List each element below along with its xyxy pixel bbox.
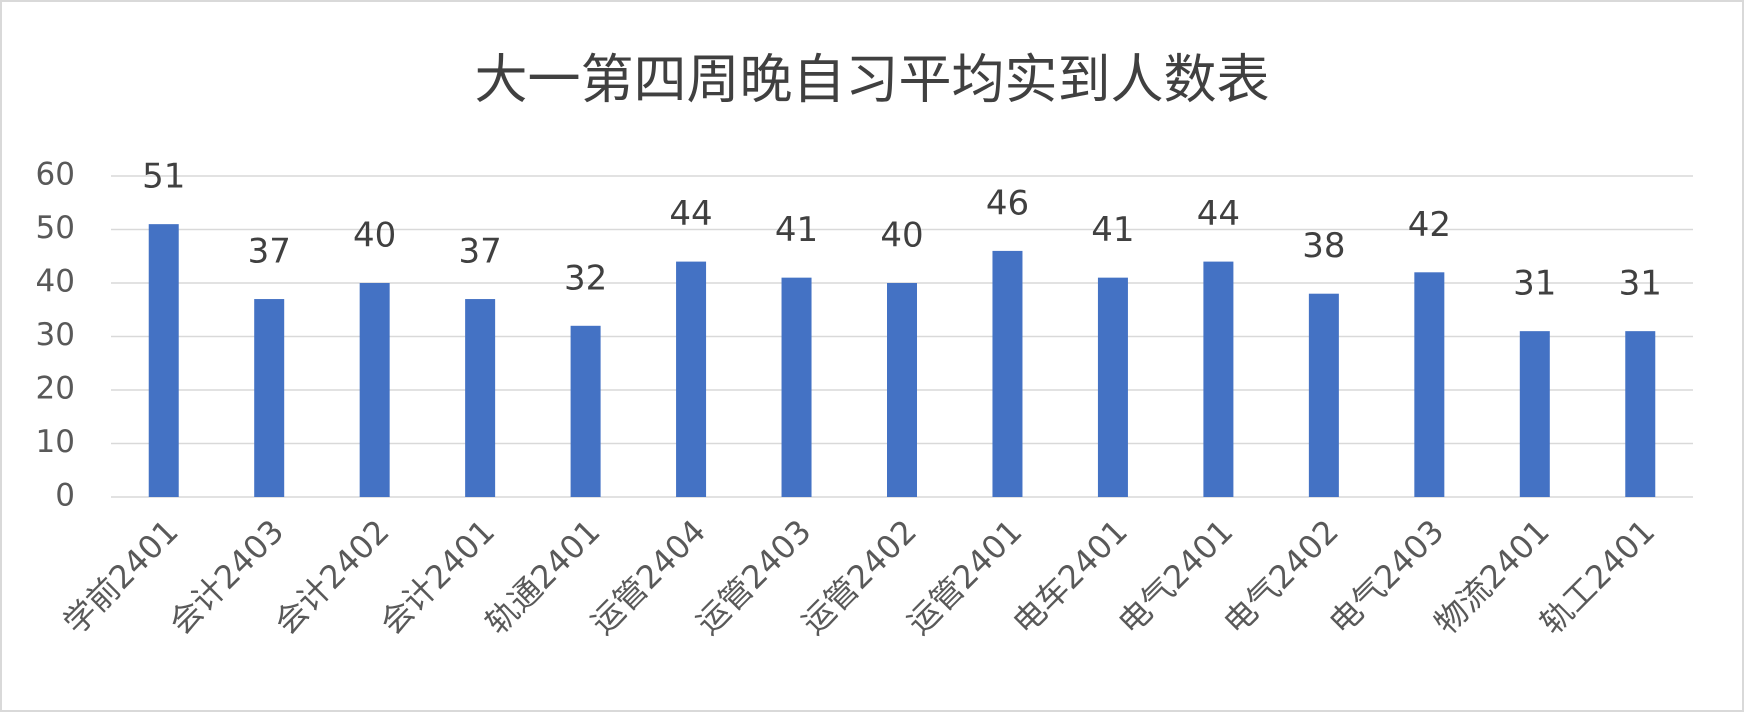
- bar: [148, 224, 179, 497]
- y-tick-label: 30: [36, 317, 75, 353]
- data-label: 31: [1513, 264, 1556, 304]
- data-label: 38: [1302, 226, 1345, 266]
- bar: [1414, 272, 1445, 497]
- bar: [570, 325, 601, 497]
- bar: [781, 277, 812, 497]
- data-label: 46: [986, 183, 1029, 223]
- data-label: 51: [142, 157, 185, 197]
- data-label: 37: [248, 232, 291, 272]
- y-tick-label: 10: [36, 424, 75, 460]
- data-label: 32: [564, 258, 607, 298]
- y-tick-label: 60: [36, 157, 75, 193]
- y-tick-label: 0: [55, 478, 75, 514]
- chart-title: 大一第四周晚自习平均实到人数表: [475, 50, 1270, 111]
- bar: [887, 283, 917, 497]
- data-label: 37: [459, 232, 502, 272]
- bar: [465, 299, 496, 497]
- data-label: 41: [775, 210, 818, 250]
- y-tick-label: 20: [36, 371, 75, 407]
- bar: [992, 250, 1023, 497]
- bar: [1519, 331, 1550, 497]
- y-tick-label: 40: [36, 264, 75, 300]
- bar: [1203, 261, 1234, 497]
- data-label: 31: [1619, 264, 1662, 304]
- bar: [1308, 293, 1339, 497]
- bar: [1097, 277, 1128, 497]
- data-label: 44: [1197, 194, 1240, 234]
- data-label: 40: [353, 216, 396, 256]
- data-label: 40: [880, 216, 923, 256]
- bar: [676, 261, 707, 497]
- bar: [359, 283, 390, 497]
- data-label: 44: [669, 194, 712, 234]
- data-label: 41: [1091, 210, 1134, 250]
- bar: [1625, 331, 1656, 497]
- y-tick-label: 50: [36, 210, 75, 246]
- data-label: 42: [1408, 205, 1451, 245]
- bar: [254, 299, 285, 497]
